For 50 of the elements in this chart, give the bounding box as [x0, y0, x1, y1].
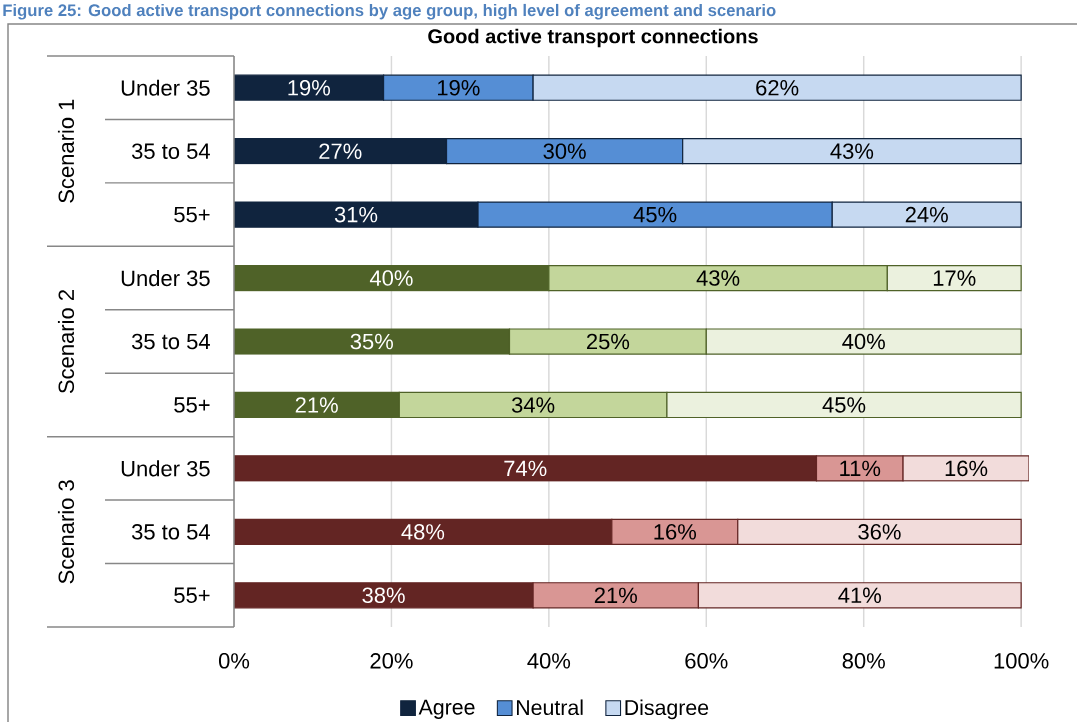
data-label: 45% [633, 206, 677, 223]
x-tick-label: 0% [218, 653, 250, 669]
y-tick-label: Under 35 [121, 269, 210, 287]
data-label: 27% [319, 143, 362, 159]
data-label: 24% [905, 206, 948, 223]
data-label: 74% [504, 460, 547, 477]
y-tick-label: 55+ [174, 587, 210, 603]
data-label: 11% [840, 460, 881, 477]
data-label: 19% [288, 79, 331, 96]
data-label: 40% [369, 270, 413, 286]
data-label: 17% [933, 270, 976, 286]
y-tick-label: Under 35 [121, 79, 210, 96]
data-label: 16% [945, 460, 988, 477]
y-tick-label: 35 to 54 [131, 524, 210, 540]
text: Scenario 1 [57, 99, 75, 203]
x-tick-label: 20% [370, 653, 413, 669]
data-label: 38% [362, 587, 405, 604]
y-tick-label: 35 to 54 [131, 143, 210, 159]
x-tick-label: 60% [685, 653, 728, 669]
x-tick-label: 100% [994, 653, 1049, 669]
data-label: 16% [654, 524, 697, 540]
data-label: 34% [511, 397, 555, 413]
chart-subtitle: Good active transport connections [428, 28, 758, 48]
chart-title: Figure 25: Good active transport connections by age group, high level of agreement and scenario [3, 3, 776, 20]
text: Scenario 3 [57, 480, 75, 584]
y-tick-label: 55+ [174, 397, 210, 413]
data-label: 25% [586, 333, 630, 350]
data-label: 35% [350, 333, 393, 350]
data-label: 30% [543, 143, 586, 159]
y-tick-label: Under 35 [121, 460, 210, 477]
legend-label: Neutral [516, 699, 583, 716]
data-label: 19% [438, 79, 480, 96]
x-tick-label: 40% [527, 653, 571, 669]
data-label: 40% [842, 333, 885, 350]
y-tick-label: 55+ [174, 206, 210, 223]
data-label: 43% [830, 143, 874, 159]
data-label: 45% [822, 397, 866, 413]
data-label: 36% [858, 524, 901, 540]
legend-label: Agree [418, 699, 475, 719]
data-label: 21% [295, 397, 338, 413]
data-label: 31% [334, 206, 378, 223]
data-label: 48% [401, 524, 445, 540]
data-label: 21% [594, 587, 637, 604]
text: Scenario 2 [57, 290, 75, 394]
data-label: 41% [838, 587, 881, 603]
y-tick-label: 35 to 54 [131, 333, 210, 350]
data-label: 62% [756, 79, 799, 96]
data-label: 43% [696, 270, 740, 286]
x-tick-label: 80% [842, 653, 885, 669]
legend-label: Disagree [625, 699, 709, 720]
